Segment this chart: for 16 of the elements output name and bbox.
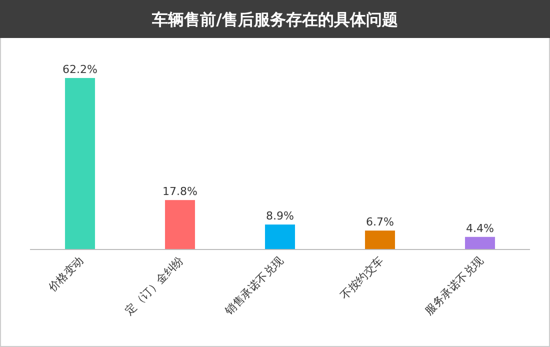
x-tick-label: 定（订）金纠纷: [122, 254, 186, 318]
bar: [365, 230, 395, 249]
bar: [265, 224, 295, 249]
data-label: 6.7%: [366, 216, 394, 229]
data-label: 8.9%: [266, 210, 294, 223]
chart-title: 车辆售前/售后服务存在的具体问题: [151, 10, 398, 29]
x-tick-label: 价格变动: [45, 254, 86, 295]
x-tick-label: 服务承诺不兑现: [422, 254, 486, 318]
bar: [65, 78, 95, 249]
bar: [165, 200, 195, 249]
x-tick-label: 不按约交车: [338, 254, 386, 302]
data-label: 17.8%: [162, 185, 198, 198]
bar: [465, 236, 495, 249]
x-tick-label: 销售承诺不兑现: [222, 254, 286, 318]
data-label: 4.4%: [466, 222, 494, 235]
data-label: 62.2%: [62, 63, 98, 76]
